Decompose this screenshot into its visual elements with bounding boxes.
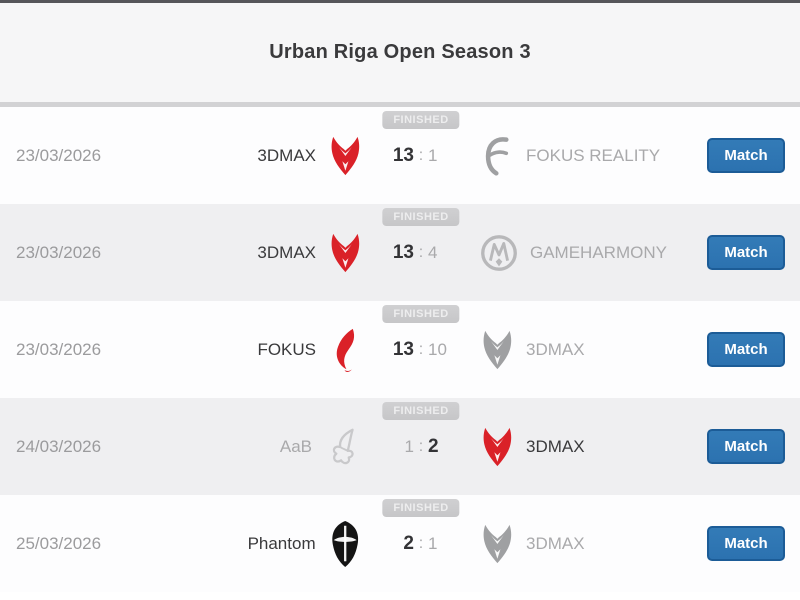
team1-name: FOKUS [257, 339, 316, 359]
team2: GAMEHARMONY [478, 232, 692, 274]
score-separator: : [418, 340, 424, 358]
status-badge: FINISHED [382, 305, 460, 323]
team2-logo-slot [478, 136, 516, 176]
team2-logo-slot [478, 232, 520, 274]
devil-red-icon [483, 427, 511, 466]
fokus-red-icon [336, 328, 354, 372]
match-button[interactable]: Match [707, 332, 785, 367]
devil-gray-icon [483, 330, 511, 369]
match-date: 23/03/2026 [16, 145, 102, 165]
team2-score: 1 [428, 533, 438, 553]
team2: FOKUS REALITY [478, 136, 692, 176]
team2-score: 2 [428, 435, 439, 457]
team1: 3DMAX [150, 136, 364, 176]
phantom-black-icon [331, 520, 358, 567]
team1-name: Phantom [247, 533, 316, 553]
team1-logo-slot [326, 328, 364, 372]
matchup: FINISHED AaB 1 : 2 3DMAX [150, 398, 692, 495]
match-button[interactable]: Match [707, 235, 785, 270]
match-date: 24/03/2026 [16, 436, 102, 456]
score: 1 : 2 [368, 436, 474, 458]
team2-name: 3DMAX [526, 436, 585, 456]
team1-score: 13 [392, 338, 414, 360]
score-separator: : [418, 534, 424, 552]
match-date: 25/03/2026 [16, 533, 102, 553]
gameharmony-gray-icon [481, 234, 517, 271]
score: 13 : 1 [368, 145, 474, 167]
status-badge: FINISHED [382, 402, 460, 420]
tournament-header: Urban Riga Open Season 3 [0, 0, 800, 107]
team1-logo-slot [326, 136, 364, 176]
team1: 3DMAX [150, 233, 364, 273]
team2-logo-slot [478, 330, 516, 370]
team1: Phantom [150, 520, 364, 568]
match-button[interactable]: Match [707, 138, 785, 173]
team1-logo-slot [326, 233, 364, 273]
team2-score: 10 [428, 339, 447, 359]
team2-logo-slot [478, 427, 516, 467]
status-badge: FINISHED [382, 111, 460, 129]
match-date: 23/03/2026 [16, 339, 102, 359]
devil-red-icon [331, 233, 359, 272]
page-title: Urban Riga Open Season 3 [269, 41, 531, 63]
matchup: FINISHED 3DMAX 13 : 4 GAMEHARMONY [150, 204, 692, 301]
matchup: FINISHED FOKUS 13 : 10 3DMAX [150, 301, 692, 398]
fokus-gray-icon [485, 136, 509, 176]
match-row: 24/03/2026 FINISHED AaB 1 : 2 3DMAX Matc… [0, 398, 800, 495]
team1-score: 1 [404, 436, 414, 456]
team2-name: FOKUS REALITY [526, 145, 661, 165]
action-cell: Match [692, 526, 800, 561]
matchup: FINISHED 3DMAX 13 : 1 FOKUS REALITY [150, 107, 692, 204]
score-separator: : [418, 437, 424, 455]
team2-score: 4 [428, 242, 438, 262]
devil-gray-icon [483, 524, 511, 563]
action-cell: Match [692, 429, 800, 464]
team1-logo-slot [322, 426, 364, 468]
score-separator: : [418, 243, 424, 261]
match-row: 23/03/2026 FINISHED FOKUS 13 : 10 3DMAX … [0, 301, 800, 398]
score: 13 : 4 [368, 242, 474, 264]
team2-score: 1 [428, 145, 438, 165]
team2: 3DMAX [478, 524, 692, 564]
aab-gray-icon [332, 428, 354, 464]
team1-score: 2 [403, 532, 414, 554]
match-row: 23/03/2026 FINISHED 3DMAX 13 : 4 GAMEHAR… [0, 204, 800, 301]
team1-score: 13 [392, 241, 414, 263]
devil-red-icon [331, 136, 359, 175]
score: 2 : 1 [368, 533, 474, 555]
match-row: 23/03/2026 FINISHED 3DMAX 13 : 1 FOKUS R… [0, 107, 800, 204]
team2-name: 3DMAX [526, 533, 585, 553]
match-list: 23/03/2026 FINISHED 3DMAX 13 : 1 FOKUS R… [0, 107, 800, 592]
team2-name: GAMEHARMONY [530, 242, 667, 262]
team1-name: 3DMAX [257, 242, 316, 262]
team2: 3DMAX [478, 427, 692, 467]
team1-score: 13 [392, 144, 414, 166]
team2: 3DMAX [478, 330, 692, 370]
team1-name: AaB [279, 436, 312, 456]
team1-logo-slot [326, 520, 364, 568]
action-cell: Match [692, 138, 800, 173]
team1: AaB [150, 426, 364, 468]
matchup: FINISHED Phantom 2 : 1 3DMAX [150, 495, 692, 592]
status-badge: FINISHED [382, 208, 460, 226]
team1: FOKUS [150, 328, 364, 372]
match-button[interactable]: Match [707, 526, 785, 561]
action-cell: Match [692, 332, 800, 367]
team2-logo-slot [478, 524, 516, 564]
status-badge: FINISHED [382, 499, 460, 517]
team2-name: 3DMAX [526, 339, 585, 359]
score-separator: : [418, 146, 424, 164]
score: 13 : 10 [368, 339, 474, 361]
match-row: 25/03/2026 FINISHED Phantom 2 : 1 3DMAX … [0, 495, 800, 592]
match-button[interactable]: Match [707, 429, 785, 464]
action-cell: Match [692, 235, 800, 270]
match-date: 23/03/2026 [16, 242, 102, 262]
team1-name: 3DMAX [257, 145, 316, 165]
